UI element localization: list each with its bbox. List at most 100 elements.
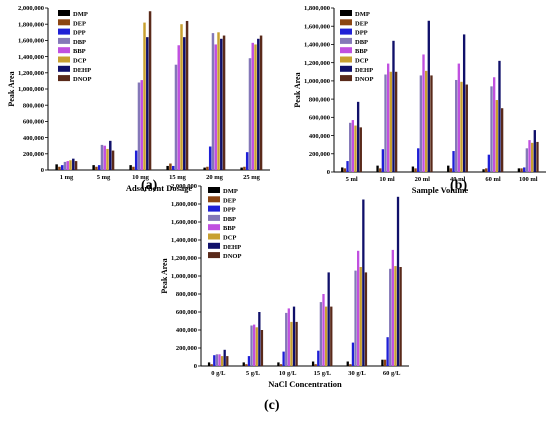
- bar-dmp-3: [447, 165, 450, 172]
- bar-dmp-5: [381, 359, 384, 366]
- bar-bbp-5: [528, 140, 531, 172]
- bar-dep-0: [58, 166, 61, 170]
- legend-item-dehp: DEHP: [355, 67, 373, 74]
- panel-label-a: (a): [141, 178, 158, 193]
- legend-swatch: [208, 242, 220, 249]
- bar-bbp-2: [140, 80, 143, 170]
- x-axis-label: Adsorbent Dosage: [126, 183, 193, 193]
- y-tick-label: 1,600,000: [18, 38, 44, 45]
- y-tick-label: 1,600,000: [171, 219, 197, 226]
- bar-dehp-0: [223, 349, 226, 366]
- bar-dpp-5: [523, 167, 526, 172]
- bar-dep-5: [243, 166, 246, 170]
- x-tick-label: 40 ml: [450, 176, 466, 183]
- bar-dehp-3: [462, 34, 466, 172]
- y-tick-label: 1,800,000: [304, 5, 330, 12]
- bar-dbp-1: [250, 325, 253, 366]
- bar-dbp-2: [137, 82, 141, 170]
- bar-dbp-3: [174, 64, 178, 170]
- legend-swatch: [58, 37, 70, 44]
- bar-dcp-1: [255, 327, 258, 366]
- bar-dnop-0: [359, 127, 362, 172]
- y-tick-label: 400,000: [309, 133, 330, 140]
- bar-dpp-5: [245, 152, 249, 170]
- legend-swatch: [58, 65, 70, 72]
- bar-dcp-3: [180, 24, 183, 171]
- bar-bbp-0: [351, 120, 355, 172]
- bar-dcp-0: [69, 160, 72, 170]
- y-axis-label: Peak Area: [160, 258, 169, 293]
- y-tick-label: 800,000: [176, 291, 197, 298]
- x-tick-label: 1 mg: [60, 174, 74, 181]
- bar-dep-3: [314, 364, 317, 366]
- bar-dpp-3: [317, 350, 320, 366]
- bar-dnop-5: [536, 141, 539, 172]
- bar-dpp-1: [381, 149, 385, 172]
- bar-dnop-4: [364, 272, 368, 366]
- y-tick-label: 0: [41, 167, 44, 174]
- bar-dmp-5: [240, 167, 243, 170]
- x-tick-label: 10 mg: [132, 174, 150, 181]
- bar-dbp-5: [248, 58, 252, 170]
- bar-dmp-0: [55, 164, 58, 170]
- bar-dmp-0: [341, 167, 344, 172]
- legend-item-dehp: DEHP: [223, 244, 241, 251]
- legend-item-dnop: DNOP: [73, 76, 91, 83]
- x-axis-label: Sample Volume: [412, 185, 469, 195]
- y-tick-label: 1,400,000: [18, 54, 44, 61]
- legend-item-dpp: DPP: [355, 30, 368, 37]
- bar-bbp-3: [457, 63, 461, 173]
- bar-bbp-4: [357, 250, 360, 366]
- legend-item-dmp: DMP: [73, 11, 88, 18]
- legend-swatch: [208, 205, 220, 212]
- bar-dep-3: [169, 163, 172, 170]
- bar-bbp-3: [177, 45, 180, 171]
- bar-dehp-1: [392, 40, 395, 172]
- bar-bbp-3: [322, 294, 325, 366]
- y-tick-label: 200,000: [23, 151, 44, 158]
- bar-dpp-3: [452, 151, 455, 172]
- bar-dmp-2: [129, 165, 132, 170]
- legend-swatch: [340, 65, 352, 72]
- bar-dbp-1: [100, 144, 104, 170]
- legend-item-dbp: DBP: [355, 39, 368, 46]
- bar-bbp-1: [103, 145, 106, 170]
- y-tick-label: 2,000,000: [18, 5, 44, 12]
- legend-item-dep: DEP: [355, 20, 368, 27]
- chart-b: 0 200,000 400,000 600,000 800,000 1,000,000 1,…: [293, 5, 546, 195]
- x-tick-label: 10 ml: [379, 176, 395, 183]
- x-tick-label: 5 g/L: [246, 370, 261, 377]
- bar-dep-1: [245, 364, 248, 366]
- bar-dpp-4: [487, 154, 491, 172]
- bar-dnop-4: [500, 108, 504, 172]
- bar-bbp-4: [214, 44, 217, 171]
- bar-dehp-0: [356, 101, 360, 172]
- legend-swatch: [208, 252, 220, 259]
- bar-dehp-4: [498, 60, 501, 172]
- y-tick-label: 1,400,000: [171, 237, 197, 244]
- bar-dnop-1: [260, 330, 264, 366]
- bar-bbp-4: [493, 77, 496, 172]
- legend-swatch: [58, 75, 70, 82]
- bar-dpp-1: [97, 165, 101, 170]
- x-tick-label: 20 mg: [206, 174, 224, 181]
- bar-dbp-3: [319, 302, 323, 366]
- bar-dpp-0: [213, 355, 216, 366]
- legend-item-dmp: DMP: [355, 11, 370, 18]
- bar-dehp-0: [72, 158, 75, 170]
- y-tick-label: 0: [327, 169, 330, 176]
- legend-swatch: [208, 214, 220, 221]
- bar-bbp-1: [253, 324, 256, 366]
- bar-bbp-0: [218, 354, 221, 366]
- bar-dnop-3: [185, 20, 189, 171]
- bar-dcp-3: [460, 81, 463, 172]
- legend-swatch: [340, 10, 352, 16]
- bar-dehp-4: [362, 199, 365, 366]
- bar-dbp-5: [525, 148, 529, 172]
- y-tick-label: 200,000: [176, 345, 197, 352]
- bar-dcp-4: [495, 100, 498, 172]
- bar-dpp-4: [351, 342, 355, 366]
- panel-label-c: (c): [264, 398, 280, 413]
- legend-swatch: [58, 47, 70, 54]
- bar-dcp-0: [220, 356, 224, 366]
